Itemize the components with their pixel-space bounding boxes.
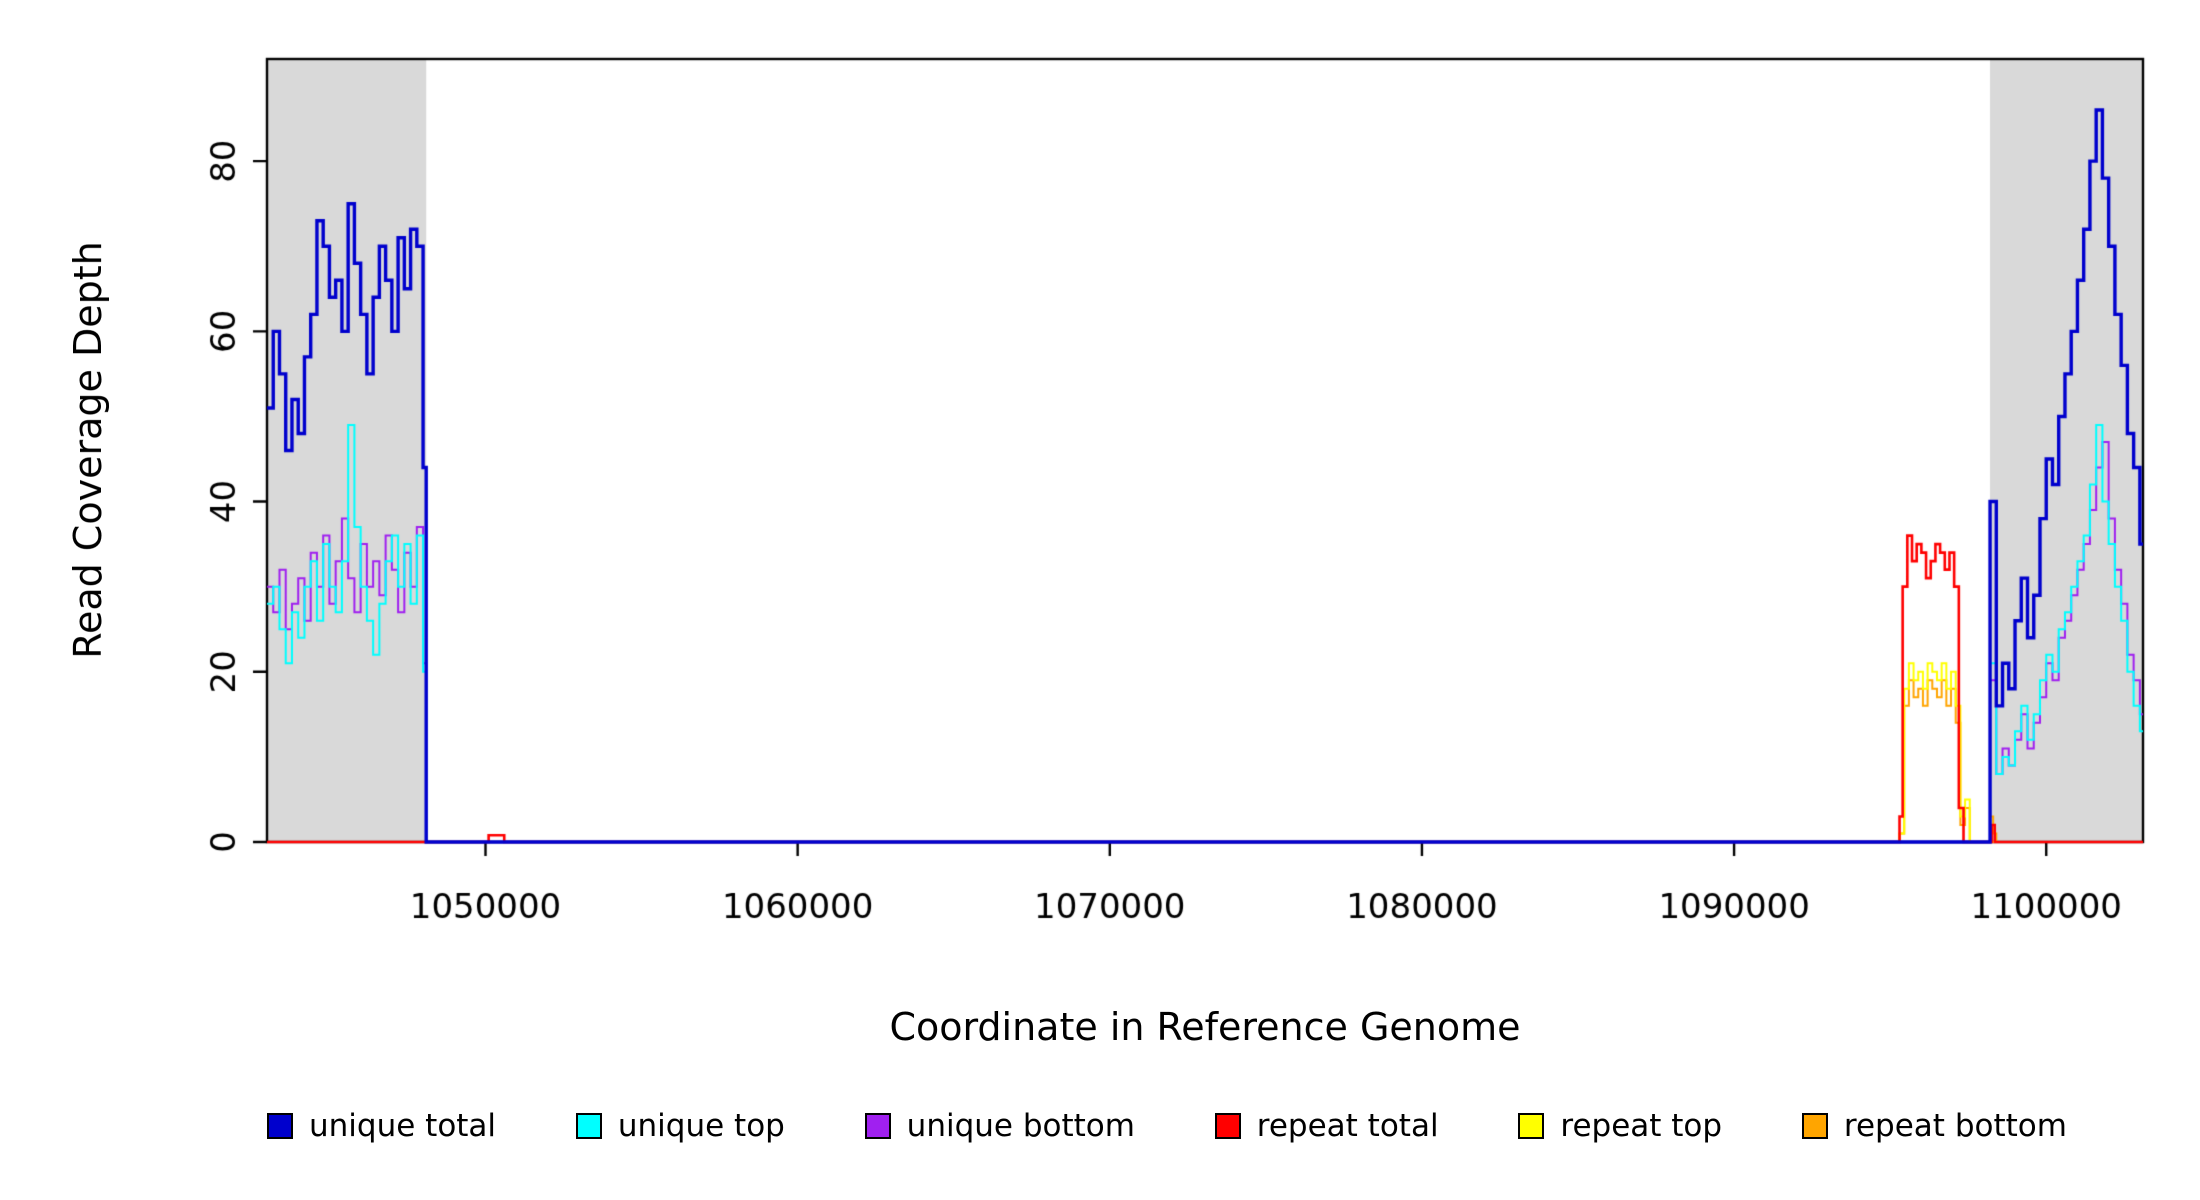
legend-label: repeat bottom [1843,1108,2067,1144]
legend-item: unique bottom [864,1108,1135,1144]
x-axis-label: Coordinate in Reference Genome [889,1005,1521,1049]
legend-item: repeat bottom [1801,1108,2067,1144]
legend-label: unique bottom [906,1108,1135,1144]
y-axis-label: Read Coverage Depth [66,241,110,659]
legend-label: unique total [309,1108,497,1144]
legend-label: repeat total [1256,1108,1439,1144]
legend-item: unique total [267,1108,496,1144]
legend-label: repeat top [1560,1108,1723,1144]
legend-swatch-icon [864,1113,891,1139]
legend-item: repeat total [1214,1108,1439,1144]
legend-swatch-icon [575,1113,602,1139]
legend-label: unique top [617,1108,785,1144]
legend-swatch-icon [1214,1113,1241,1139]
legend-item: unique top [575,1108,785,1144]
legend-swatch-icon [267,1113,293,1139]
legend-swatch-icon [1801,1113,1828,1139]
legend-item: repeat top [1518,1108,1722,1144]
legend: unique total unique top unique bottom repea… [267,1108,2067,1144]
legend-swatch-icon [1518,1113,1545,1139]
